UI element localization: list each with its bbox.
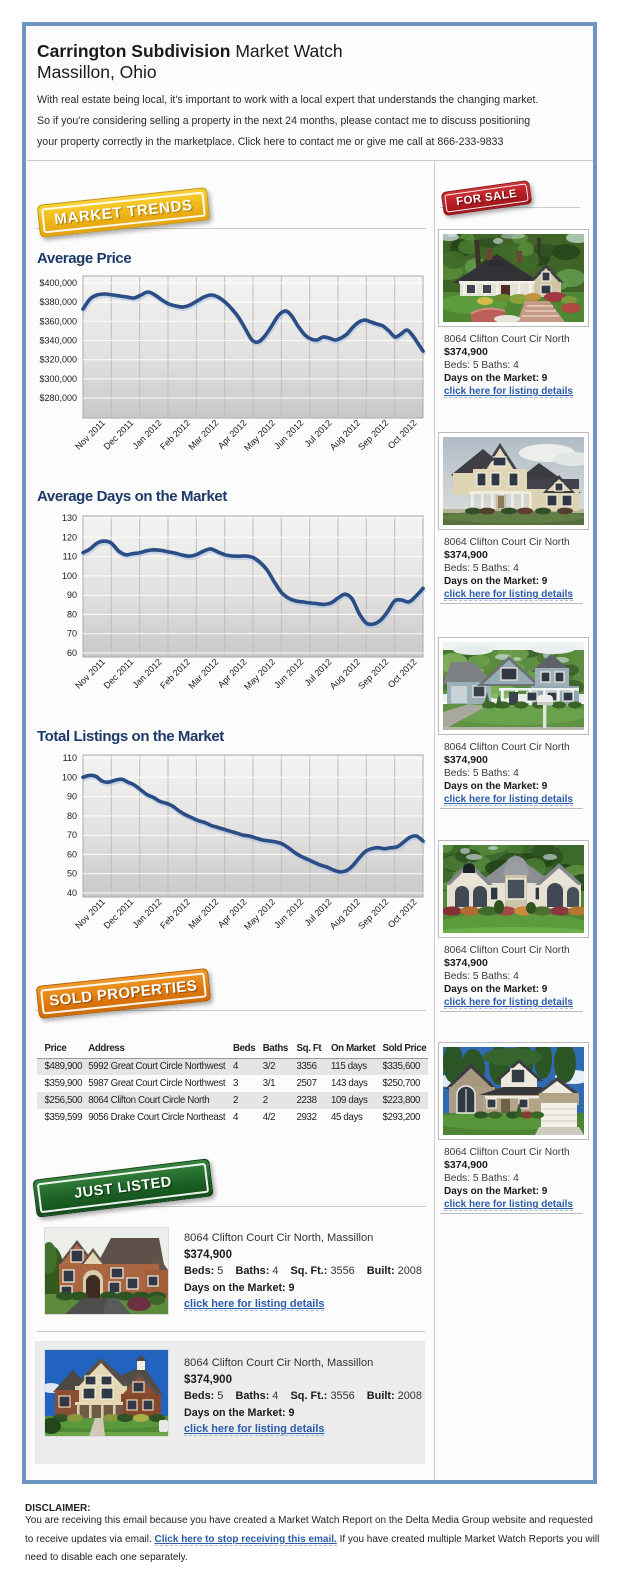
svg-text:Nov 2011: Nov 2011 <box>73 657 107 691</box>
svg-text:90: 90 <box>67 792 77 802</box>
svg-text:Dec 2011: Dec 2011 <box>102 657 136 691</box>
svg-text:120: 120 <box>62 532 77 542</box>
svg-text:70: 70 <box>67 629 77 639</box>
svg-text:100: 100 <box>62 772 77 782</box>
svg-text:Oct 2012: Oct 2012 <box>386 897 419 930</box>
svg-text:80: 80 <box>67 609 77 619</box>
svg-text:Sep 2012: Sep 2012 <box>356 418 390 452</box>
svg-text:Sep 2012: Sep 2012 <box>356 897 390 931</box>
svg-text:$320,000: $320,000 <box>39 355 77 365</box>
svg-text:60: 60 <box>67 849 77 859</box>
svg-text:Mar 2012: Mar 2012 <box>186 418 220 452</box>
svg-text:Dec 2011: Dec 2011 <box>102 897 136 931</box>
svg-text:$300,000: $300,000 <box>39 374 77 384</box>
svg-text:40: 40 <box>67 888 77 898</box>
svg-text:110: 110 <box>63 753 77 763</box>
svg-text:Oct 2012: Oct 2012 <box>386 657 419 690</box>
svg-text:Nov 2011: Nov 2011 <box>73 418 107 452</box>
svg-text:May 2012: May 2012 <box>242 897 277 932</box>
svg-text:70: 70 <box>67 830 77 840</box>
svg-text:110: 110 <box>63 552 77 562</box>
svg-text:60: 60 <box>67 648 77 658</box>
svg-text:Mar 2012: Mar 2012 <box>186 657 220 691</box>
svg-text:$340,000: $340,000 <box>39 336 77 346</box>
svg-text:May 2012: May 2012 <box>242 418 277 453</box>
svg-text:Nov 2011: Nov 2011 <box>73 897 107 931</box>
svg-text:Oct 2012: Oct 2012 <box>386 418 419 451</box>
svg-text:Jun 2012: Jun 2012 <box>272 897 305 930</box>
svg-text:$400,000: $400,000 <box>39 278 77 288</box>
svg-text:Jun 2012: Jun 2012 <box>272 657 305 690</box>
svg-text:Jun 2012: Jun 2012 <box>272 418 305 451</box>
svg-text:Feb 2012: Feb 2012 <box>158 897 192 931</box>
svg-text:90: 90 <box>67 590 77 600</box>
svg-text:$280,000: $280,000 <box>39 393 77 403</box>
svg-text:Mar 2012: Mar 2012 <box>186 897 220 931</box>
svg-text:100: 100 <box>62 571 77 581</box>
svg-text:Feb 2012: Feb 2012 <box>158 418 192 452</box>
svg-text:May 2012: May 2012 <box>242 657 277 692</box>
svg-text:130: 130 <box>62 513 77 523</box>
svg-text:Feb 2012: Feb 2012 <box>158 657 192 691</box>
svg-text:$360,000: $360,000 <box>39 316 77 326</box>
svg-text:Dec 2011: Dec 2011 <box>102 418 136 452</box>
svg-text:Sep 2012: Sep 2012 <box>356 657 390 691</box>
svg-text:50: 50 <box>67 869 77 879</box>
svg-text:80: 80 <box>67 811 77 821</box>
svg-text:$380,000: $380,000 <box>39 297 77 307</box>
